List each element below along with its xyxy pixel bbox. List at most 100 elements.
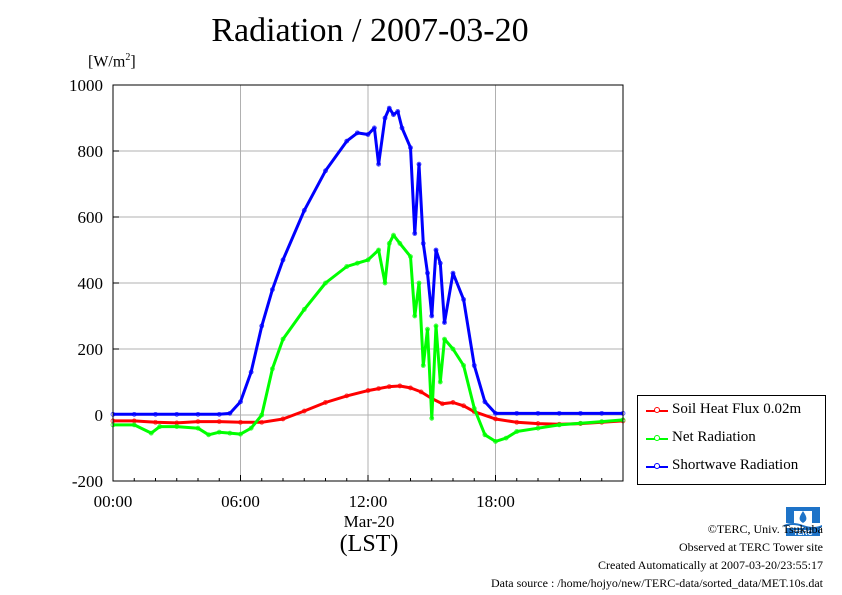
data-point-soil-heat-flux [301,408,307,414]
chart-title: Radiation / 2007-03-20 [211,12,529,49]
series-line-soil-heat-flux [113,384,624,426]
data-point-shortwave-radiation [195,411,201,417]
data-point-net-radiation [397,240,403,246]
logo-text: TERC [793,530,812,537]
data-point-net-radiation [269,366,275,372]
data-point-soil-heat-flux [535,421,541,426]
y-tick-label: 600 [78,208,104,227]
data-point-net-radiation [433,323,439,329]
data-point-net-radiation [323,280,328,286]
data-point-shortwave-radiation [354,130,360,136]
x-tick-label: 18:00 [476,492,515,511]
data-point-shortwave-radiation [420,240,426,246]
data-point-shortwave-radiation [259,323,265,329]
data-point-shortwave-radiation [248,369,254,375]
unit-label-superscript: 2 [125,52,131,63]
x-tick-label: 06:00 [221,492,260,511]
data-point-shortwave-radiation [382,115,388,121]
data-point-net-radiation [416,280,422,286]
data-point-net-radiation [482,432,488,438]
data-point-soil-heat-flux [216,419,222,425]
data-point-shortwave-radiation [391,112,396,118]
data-point-shortwave-radiation [471,363,477,368]
data-point-net-radiation [461,363,467,368]
data-point-net-radiation [535,425,541,431]
data-point-net-radiation [503,435,509,441]
data-point-net-radiation [216,429,222,435]
data-point-net-radiation [556,422,562,428]
data-point-soil-heat-flux [323,400,328,405]
credit-observed: Observed at TERC Tower site [678,540,823,554]
data-point-net-radiation [408,254,413,260]
terc-logo: TERC [782,503,824,537]
unit-label-text: [W/m [88,53,126,71]
chart-legend: Soil Heat Flux 0.02m Net Radiation Short… [637,395,826,485]
data-point-shortwave-radiation [238,399,243,405]
data-point-shortwave-radiation [412,231,418,236]
data-point-net-radiation [248,425,254,431]
data-point-soil-heat-flux [386,384,392,390]
legend-marker-shortwave [654,463,660,469]
data-point-shortwave-radiation [131,411,137,417]
data-point-net-radiation [425,326,430,332]
data-point-net-radiation [174,424,180,429]
data-point-shortwave-radiation [493,410,498,416]
data-point-soil-heat-flux [280,416,286,422]
data-point-shortwave-radiation [386,105,392,111]
data-point-net-radiation [238,431,243,437]
data-point-shortwave-radiation [514,410,520,416]
data-point-net-radiation [420,363,426,368]
data-point-shortwave-radiation [450,270,456,276]
data-point-net-radiation [301,306,307,312]
data-point-shortwave-radiation [416,161,422,167]
series-line-net-radiation [113,233,624,443]
unit-label-close: ] [130,53,136,71]
data-point-net-radiation [578,420,583,426]
data-point-shortwave-radiation [433,247,439,253]
data-point-net-radiation [206,432,212,438]
data-point-net-radiation [386,240,392,246]
data-point-net-radiation [157,424,163,429]
data-point-net-radiation [514,429,520,434]
data-point-net-radiation [471,405,477,411]
data-point-soil-heat-flux [408,385,413,391]
credit-source: Data source : /home/hojyo/new/TERC-data/… [490,576,823,590]
y-tick-label: 0 [95,406,104,425]
data-point-net-radiation [280,336,286,342]
series-line-shortwave-radiation [113,106,623,416]
data-point-net-radiation [365,257,371,263]
legend-label-net: Net Radiation [672,429,756,445]
data-point-soil-heat-flux [397,383,403,389]
legend-label-shortwave: Shortwave Radiation [672,457,799,473]
data-point-net-radiation [437,379,443,385]
data-point-shortwave-radiation [323,168,328,174]
data-point-shortwave-radiation [280,257,286,263]
data-point-shortwave-radiation [425,270,430,276]
data-point-shortwave-radiation [556,410,562,416]
data-point-shortwave-radiation [408,145,413,151]
x-axis-label: (LST) [339,531,399,557]
data-point-shortwave-radiation [578,410,583,416]
data-point-net-radiation [195,425,201,431]
data-point-soil-heat-flux [461,403,467,409]
data-point-shortwave-radiation [153,411,158,417]
data-point-net-radiation [259,412,265,418]
data-point-shortwave-radiation [227,410,233,416]
data-point-net-radiation [391,232,396,238]
y-axis-unit-label: [W/m2] [88,52,136,71]
data-point-soil-heat-flux [418,389,424,395]
data-point-soil-heat-flux [153,419,158,425]
data-point-shortwave-radiation [535,410,541,416]
data-point-soil-heat-flux [238,419,243,425]
x-axis-date-label: Mar-20 [343,512,395,531]
data-point-shortwave-radiation [301,207,307,213]
legend-marker-soil [654,407,660,413]
data-point-shortwave-radiation [216,411,222,417]
y-tick-label: 200 [78,340,104,359]
y-tick-label: -200 [72,472,103,491]
data-point-shortwave-radiation [371,125,377,131]
legend-marker-net [654,435,660,441]
credit-created: Created Automatically at 2007-03-20/23:5… [598,558,823,572]
data-point-soil-heat-flux [493,416,498,422]
data-point-shortwave-radiation [437,260,443,266]
